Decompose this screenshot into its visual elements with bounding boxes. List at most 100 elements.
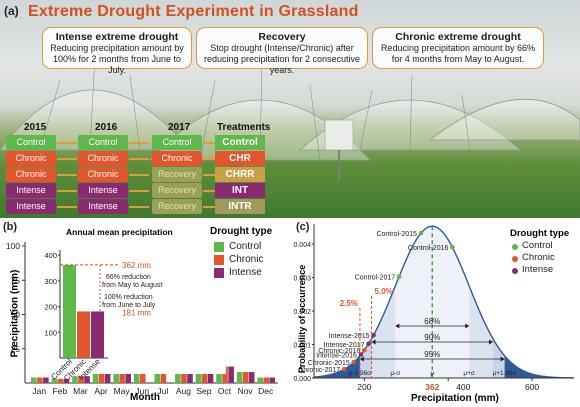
- point-label: Intense-2017: [324, 342, 365, 349]
- treatment-arrow: [57, 142, 77, 144]
- c-x-tick-label: 400: [456, 382, 470, 392]
- treatment-arrow: [203, 206, 223, 208]
- callout-chronic-title: Chronic extreme drought: [395, 31, 521, 43]
- point-intense-2015: [371, 332, 376, 338]
- bar-control: [236, 372, 243, 383]
- point-label: Chronic-2017: [298, 367, 340, 374]
- treatment-arrow: [129, 142, 149, 144]
- precipitation-distribution-chart: 0.0000.0010.0020.0030.004200600400362μ-1…: [293, 224, 580, 392]
- treatment-arrow: [129, 158, 149, 160]
- point-label: Chronic-2015: [308, 360, 350, 367]
- experiment-photo-panel: (a) Extreme Drought Experiment in Grassl…: [0, 0, 580, 218]
- bar-intense: [43, 377, 49, 383]
- treatment-arrow: [203, 142, 223, 144]
- c-y-tick-label: 0.000: [293, 376, 311, 383]
- c-y-tick-label: 0.001: [293, 343, 311, 350]
- bar-intense: [84, 376, 90, 383]
- treatment-cell: Intense: [6, 199, 56, 214]
- bar-chronic: [242, 372, 249, 383]
- sigma-label: μ+1.96σ: [492, 370, 516, 377]
- treatment-cell: Chronic: [78, 151, 128, 166]
- point-control-2015: [418, 230, 424, 236]
- month-tick-label: Jan: [32, 386, 46, 396]
- year-2016: 2016: [95, 122, 118, 133]
- treatment-cell: Control: [152, 135, 202, 150]
- month-tick-label: Dec: [258, 386, 274, 396]
- bar-chart-axes: 25 50 75 100 Jan Feb Mar Apr May Jun Jul Aug Sep Oct N…: [6, 241, 278, 396]
- interval-label: 90%: [424, 333, 440, 342]
- experiment-title: Extreme Drought Experiment in Grassland: [28, 3, 359, 20]
- sigma-label: μ: [430, 370, 434, 377]
- legend-label-control: Control: [229, 241, 262, 252]
- inset-y-tick-label: 100: [44, 328, 57, 337]
- bar-chronic: [263, 377, 270, 383]
- callout-intense-title: Intense extreme drought: [55, 31, 179, 43]
- c-x-tick-label: 600: [525, 382, 539, 392]
- treatment-arrow: [57, 158, 77, 160]
- bar-intense: [63, 378, 70, 383]
- band-68: [395, 226, 470, 378]
- treatment-arrow: [129, 190, 149, 192]
- inset-362-label: 362 mm: [122, 261, 151, 270]
- monthly-precipitation-chart: 25 50 75 100 Jan Feb Mar Apr May Jun Jul Aug Sep Oct N…: [6, 238, 278, 396]
- treatment-cell: Chronic: [152, 151, 202, 166]
- sigma-label: μ+σ: [463, 370, 475, 377]
- month-tick-label: Mar: [73, 386, 88, 396]
- c-y-tick-label: 0.003: [293, 276, 311, 283]
- probability-y-label: Probability of occurrence: [297, 264, 307, 374]
- interval-label: 95%: [424, 350, 440, 359]
- point-label: Intense-2016: [316, 353, 357, 360]
- month-tick-label: Apr: [94, 386, 107, 396]
- bar-chronic: [222, 366, 228, 383]
- callout-recovery-title: Recovery: [258, 31, 306, 43]
- inset-181-label: 181 mm: [122, 308, 151, 317]
- treatment-cell: Control: [6, 135, 56, 150]
- interval-label: 68%: [424, 317, 440, 326]
- callout-recovery-desc: Stop drought (Intense/Chronic) after red…: [203, 43, 361, 75]
- pct-label-5: 5.0%: [375, 287, 393, 296]
- legend-label-chronic: Chronic: [229, 254, 264, 265]
- precip-x-label: Precipitation (mm): [411, 393, 499, 404]
- inset-y-tick-label: 400: [44, 251, 57, 260]
- point-label: Control-2016: [408, 245, 449, 252]
- point-intense-2017: [366, 341, 371, 347]
- callout-intense-desc: Reducing precipitation amount by 100% fo…: [50, 43, 184, 75]
- month-tick-label: Jul: [157, 386, 168, 396]
- point-chronic-2017: [341, 366, 347, 372]
- legend-label-intense: Intense: [229, 267, 262, 278]
- panel-b-label: (b): [3, 221, 18, 233]
- inset-y-tick-label: 300: [44, 277, 57, 286]
- inset-bar-intense: [91, 311, 104, 358]
- c-legend-dot-intense: [512, 268, 518, 274]
- bar-chronic: [37, 377, 43, 383]
- treatment-cell: Intense: [78, 199, 128, 214]
- treatment-arrow: [129, 174, 149, 176]
- greenhouse-illustration: [0, 54, 580, 180]
- tail-right: [504, 355, 574, 378]
- bar-chronic: [57, 378, 64, 383]
- bar-control: [257, 377, 263, 383]
- legend-swatch-control: [214, 242, 224, 252]
- month-tick-label: Sep: [196, 386, 211, 396]
- treatment-arrow: [57, 206, 77, 208]
- month-tick-label: Aug: [176, 386, 191, 396]
- c-legend-title: Drought type: [510, 228, 570, 239]
- month-tick-label: Nov: [238, 386, 254, 396]
- callout-recovery: Recovery Stop drought (Intense/Chronic) …: [196, 27, 368, 75]
- inset-title: Annual mean precipitation: [66, 227, 173, 237]
- treatment-code: Control: [215, 135, 265, 150]
- bar-control: [31, 377, 37, 383]
- c-legend-label-chronic: Chronic: [522, 252, 555, 263]
- panel-c-label: (c): [296, 221, 310, 233]
- treatment-cell: Recovery: [152, 183, 202, 198]
- treatment-arrow: [203, 190, 223, 192]
- treatment-cell: Recovery: [152, 167, 202, 182]
- inset-bar-control: [63, 264, 76, 358]
- inset-chronic-note: 66% reduction from May to August: [102, 274, 162, 289]
- point-label: Chronic-2016: [318, 348, 360, 355]
- sigma-label: μ-σ: [390, 370, 400, 377]
- point-control-2017: [396, 274, 402, 279]
- treatment-cell: Intense: [6, 183, 56, 198]
- bar-control: [51, 378, 58, 383]
